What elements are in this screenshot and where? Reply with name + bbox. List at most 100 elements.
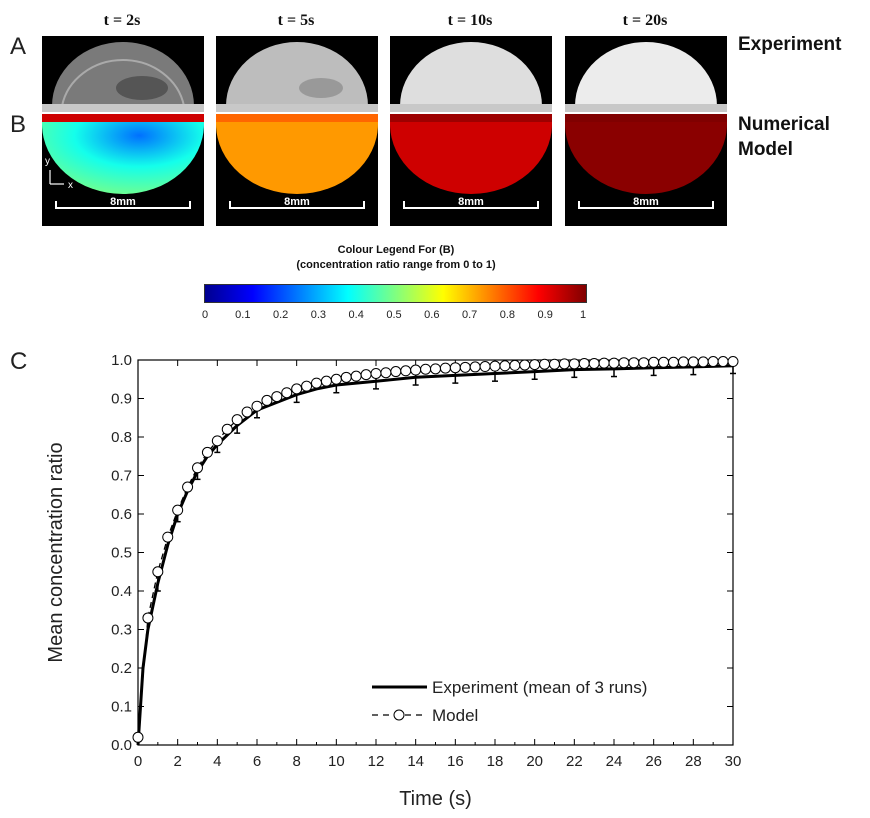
- model-point: [271, 391, 283, 403]
- row-label-numerical: Numerical: [738, 114, 830, 135]
- surface-band: [565, 104, 727, 112]
- time-label-5s: t = 5s: [277, 12, 315, 29]
- model-point: [648, 356, 660, 368]
- x-tick-label: 28: [685, 753, 702, 770]
- model-droplet: [42, 116, 204, 194]
- x-tick-label: 14: [407, 753, 424, 770]
- model-droplet: [565, 116, 727, 194]
- model-point: [182, 481, 194, 493]
- concentration-ratio-chart: 0.00.10.20.30.40.50.60.70.80.91.00 2 4 6 8 10…: [45, 352, 742, 810]
- model-point: [410, 364, 422, 376]
- x-tick-label: 4: [213, 753, 221, 770]
- model-point: [727, 356, 739, 368]
- model-point: [489, 360, 501, 372]
- experiment-image-4: [565, 36, 727, 112]
- panel-letter-a: A: [10, 33, 27, 60]
- x-tick-label: 18: [487, 753, 504, 770]
- model-droplet: [216, 116, 378, 194]
- dark-region: [299, 78, 343, 98]
- legend-experiment-label: Experiment (mean of 3 runs): [432, 678, 647, 697]
- model-point: [350, 370, 362, 382]
- model-point: [380, 367, 392, 379]
- model-point: [638, 357, 650, 369]
- surface-band: [216, 114, 378, 122]
- model-point: [370, 367, 382, 379]
- legend-title: Colour Legend For (B) (concentration rat…: [186, 243, 606, 273]
- x-tick-label: 26: [645, 753, 662, 770]
- model-image-3: 8mm: [390, 114, 552, 226]
- x-tick-label: 30: [725, 753, 742, 770]
- dark-region: [116, 76, 168, 100]
- model-point: [241, 406, 253, 418]
- model-point: [360, 369, 372, 381]
- y-tick-label: 0.6: [111, 506, 132, 523]
- model-point: [568, 358, 580, 370]
- model-point: [549, 358, 560, 370]
- model-point: [221, 423, 233, 435]
- colour-legend-bar: [204, 284, 587, 303]
- surface-band: [42, 104, 204, 112]
- y-axis-glyph: y: [45, 156, 50, 167]
- x-tick-label: 2: [173, 753, 181, 770]
- surface-band: [216, 104, 378, 112]
- surface-band: [565, 114, 727, 122]
- model-point: [281, 387, 293, 399]
- experiment-image-1: [42, 36, 204, 112]
- model-point: [192, 462, 203, 474]
- y-tick-label: 1.0: [111, 352, 132, 369]
- y-tick-label: 0.8: [111, 429, 132, 446]
- model-point: [588, 357, 600, 369]
- model-point: [231, 414, 243, 426]
- model-point: [420, 363, 432, 375]
- x-tick-label: 16: [447, 753, 464, 770]
- legend-tick-label: 0.9: [537, 309, 553, 321]
- time-label-10s: t = 10s: [447, 12, 493, 29]
- legend-model-label: Model: [432, 706, 478, 725]
- model-point: [509, 359, 521, 371]
- model-image-1: 8mm y x: [42, 114, 204, 226]
- x-tick-label: 20: [526, 753, 543, 770]
- model-point: [449, 362, 461, 374]
- scale-bar-label: 8mm: [284, 196, 310, 208]
- y-tick-label: 0.9: [111, 391, 132, 408]
- model-point: [311, 377, 322, 389]
- model-point: [330, 373, 342, 385]
- model-point: [499, 360, 511, 372]
- model-point: [578, 357, 590, 369]
- legend-tick-label: 0.8: [499, 309, 516, 321]
- model-point: [717, 356, 729, 368]
- y-tick-label: 0.1: [111, 699, 132, 716]
- model-point: [320, 375, 332, 387]
- legend-title-line1: Colour Legend For (B): [337, 244, 455, 256]
- model-point: [251, 400, 263, 412]
- model-point: [618, 357, 630, 369]
- experiment-image-2: [216, 36, 378, 112]
- model-point: [459, 361, 471, 373]
- y-tick-label: 0.5: [111, 545, 132, 562]
- model-point: [677, 356, 689, 368]
- y-tick-label: 0.2: [111, 660, 132, 677]
- x-axis-glyph: x: [68, 180, 73, 191]
- model-point: [430, 363, 441, 375]
- legend-tick-label: 0: [201, 309, 209, 321]
- model-point: [301, 380, 313, 392]
- model-point: [142, 612, 154, 624]
- experiment-image-3: [390, 36, 552, 112]
- x-axis-label: Time (s): [399, 788, 472, 810]
- x-tick-label: 0: [134, 753, 142, 770]
- model-point: [558, 358, 570, 370]
- model-point: [608, 357, 620, 369]
- model-point: [598, 357, 610, 369]
- experiment-droplet: [575, 42, 717, 112]
- model-point: [519, 359, 531, 371]
- x-tick-label: 10: [328, 753, 345, 770]
- model-point: [152, 566, 164, 578]
- legend-tick-label: 0.3: [310, 309, 327, 321]
- row-label-experiment: Experiment: [738, 34, 842, 55]
- legend-model-marker: [393, 709, 405, 721]
- x-tick-label: 22: [566, 753, 583, 770]
- x-tick-label: 12: [368, 753, 385, 770]
- row-label-model: Model: [738, 139, 793, 160]
- model-point: [162, 531, 174, 543]
- legend-tick-label: 0.4: [348, 309, 364, 321]
